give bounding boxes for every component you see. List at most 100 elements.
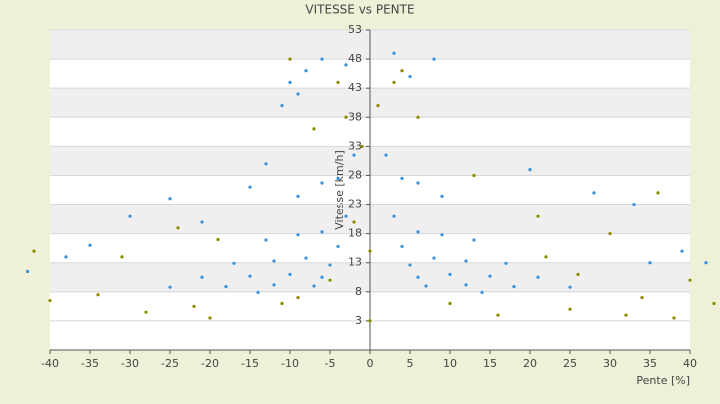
point: [424, 284, 428, 288]
point: [352, 220, 356, 224]
y-tick-label: 33: [348, 139, 362, 152]
point: [296, 92, 300, 96]
point: [280, 104, 284, 108]
x-tick-label: 30: [603, 357, 617, 370]
point: [440, 194, 444, 198]
point: [536, 275, 540, 279]
point: [440, 233, 444, 237]
y-tick-label: 38: [348, 110, 362, 123]
y-tick-label: 53: [348, 23, 362, 36]
point: [632, 202, 636, 207]
point: [712, 301, 716, 306]
x-tick-label: -35: [81, 357, 99, 370]
point: [432, 256, 436, 260]
point: [568, 307, 572, 311]
point: [288, 80, 292, 84]
point: [120, 255, 124, 259]
point: [384, 153, 388, 157]
point: [544, 255, 548, 259]
point: [232, 261, 236, 265]
point: [416, 275, 420, 279]
x-tick-label: -25: [161, 357, 179, 370]
point: [624, 313, 628, 317]
point: [344, 115, 348, 119]
x-tick-label: 0: [367, 357, 374, 370]
x-tick-label: -10: [281, 357, 299, 370]
point: [192, 304, 196, 308]
point: [472, 173, 476, 178]
chart-title: VITESSE vs PENTE: [305, 3, 414, 17]
x-tick-label: -20: [201, 357, 219, 370]
point: [320, 275, 324, 279]
point: [272, 259, 276, 263]
point: [416, 115, 420, 119]
x-tick-label: 40: [683, 357, 697, 370]
x-axis-label: Pente [%]: [636, 374, 690, 387]
point: [680, 249, 684, 253]
y-tick-label: 18: [348, 227, 362, 240]
point: [408, 74, 412, 79]
y-tick-label: 8: [355, 285, 362, 298]
point: [32, 249, 36, 253]
x-tick-label: 25: [563, 357, 577, 370]
point: [568, 285, 572, 289]
point: [368, 249, 372, 253]
point: [176, 226, 180, 230]
point: [344, 63, 348, 67]
point: [328, 278, 332, 282]
point: [168, 285, 172, 289]
point: [296, 194, 300, 198]
point: [536, 214, 540, 218]
point: [472, 238, 476, 242]
x-tick-label: -30: [121, 357, 139, 370]
point: [248, 185, 252, 189]
point: [672, 316, 676, 320]
point: [200, 220, 204, 224]
point: [296, 233, 300, 237]
x-tick-label: 5: [407, 357, 414, 370]
point: [64, 255, 68, 259]
point: [528, 168, 532, 172]
point: [416, 181, 420, 185]
point: [352, 153, 356, 157]
point: [336, 80, 340, 84]
point: [504, 261, 508, 265]
point: [296, 296, 300, 300]
point: [88, 243, 92, 247]
point: [344, 214, 348, 218]
y-tick-label: 28: [348, 168, 362, 181]
point: [576, 272, 580, 276]
x-tick-label: 35: [643, 357, 657, 370]
y-axis-label: Vitesse [km/h]: [333, 150, 346, 230]
point: [320, 181, 324, 185]
y-tick-label: 23: [348, 198, 362, 211]
point: [256, 290, 260, 294]
point: [48, 298, 52, 303]
point: [392, 214, 396, 218]
point: [26, 269, 30, 274]
point: [320, 57, 324, 61]
point: [368, 319, 372, 323]
x-tick-label: -15: [241, 357, 259, 370]
point: [392, 80, 396, 84]
point: [264, 238, 268, 242]
y-tick-label: 48: [348, 52, 362, 65]
point: [224, 284, 228, 289]
point: [304, 69, 308, 73]
point: [688, 278, 692, 282]
point: [408, 263, 412, 267]
point: [128, 214, 132, 218]
y-tick-label: 43: [348, 81, 362, 94]
point: [248, 274, 252, 278]
point: [336, 244, 340, 249]
point: [480, 290, 484, 294]
point: [640, 296, 644, 300]
x-tick-label: -40: [41, 357, 59, 370]
point: [464, 283, 468, 287]
point: [288, 272, 292, 276]
x-tick-label: -5: [325, 357, 336, 370]
point: [168, 197, 172, 201]
point: [216, 237, 220, 242]
y-tick-label: 3: [355, 314, 362, 327]
point: [272, 283, 276, 287]
